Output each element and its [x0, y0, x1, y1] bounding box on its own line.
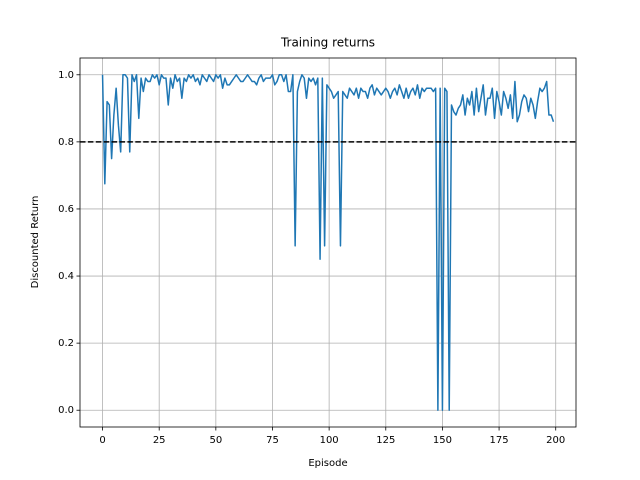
chart-title: Training returns	[280, 36, 375, 50]
y-tick-label: 0.8	[58, 137, 74, 148]
data-line	[101, 74, 555, 411]
x-axis-label: Episode	[308, 458, 347, 469]
y-axis-label: Discounted Return	[30, 196, 41, 289]
x-tick-label: 150	[433, 435, 452, 446]
y-tick-label: 0.4	[58, 271, 74, 282]
x-tick-label: 125	[376, 435, 395, 446]
x-tick-label: 175	[490, 435, 509, 446]
x-tick-label: 50	[209, 435, 222, 446]
x-tick-label: 100	[320, 435, 339, 446]
x-tick-label: 75	[266, 435, 279, 446]
y-tick-label: 0.6	[58, 204, 74, 215]
x-tick-label: 25	[153, 435, 166, 446]
x-tick-label: 200	[546, 435, 565, 446]
y-tick-label: 0.0	[58, 405, 74, 416]
x-tick-label: 0	[99, 435, 105, 446]
y-tick-label: 0.2	[58, 338, 74, 349]
axes-frame	[79, 57, 577, 428]
y-tick-label: 1.0	[58, 70, 74, 81]
